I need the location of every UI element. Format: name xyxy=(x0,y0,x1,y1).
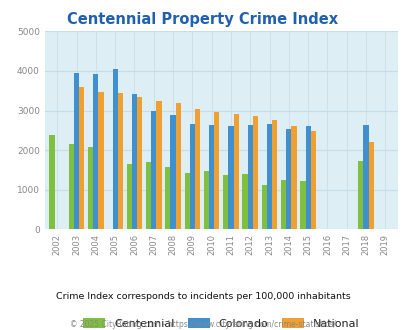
Bar xyxy=(266,124,271,229)
Bar xyxy=(310,131,315,229)
Bar xyxy=(93,74,98,229)
Bar xyxy=(74,73,79,229)
Text: Crime Index corresponds to incidents per 100,000 inhabitants: Crime Index corresponds to incidents per… xyxy=(55,292,350,301)
Bar xyxy=(247,125,252,229)
Bar xyxy=(194,109,200,229)
Bar xyxy=(203,171,209,229)
Bar xyxy=(291,126,296,229)
Text: © 2025 CityRating.com - https://www.cityrating.com/crime-statistics/: © 2025 CityRating.com - https://www.city… xyxy=(70,320,335,329)
Bar xyxy=(280,180,286,229)
Bar xyxy=(145,162,151,229)
Bar xyxy=(117,93,123,229)
Bar xyxy=(98,91,103,229)
Bar xyxy=(228,126,233,229)
Bar xyxy=(79,87,84,229)
Bar xyxy=(189,124,194,229)
Bar xyxy=(165,167,170,229)
Bar xyxy=(151,111,156,229)
Bar xyxy=(49,135,54,229)
Bar xyxy=(136,97,142,229)
Bar xyxy=(271,120,277,229)
Bar xyxy=(252,116,258,229)
Bar xyxy=(300,182,305,229)
Bar xyxy=(368,142,373,229)
Bar xyxy=(68,144,74,229)
Bar xyxy=(362,125,368,229)
Bar xyxy=(112,69,117,229)
Bar xyxy=(357,161,362,229)
Bar xyxy=(261,184,266,229)
Bar xyxy=(233,114,238,229)
Bar xyxy=(170,115,175,229)
Bar xyxy=(305,126,310,229)
Bar xyxy=(126,164,132,229)
Bar xyxy=(286,129,291,229)
Bar xyxy=(184,173,189,229)
Bar xyxy=(209,125,214,229)
Bar xyxy=(223,175,228,229)
Bar xyxy=(175,103,180,229)
Bar xyxy=(88,147,93,229)
Bar xyxy=(242,174,247,229)
Bar xyxy=(132,94,136,229)
Text: Centennial Property Crime Index: Centennial Property Crime Index xyxy=(67,12,338,26)
Bar xyxy=(214,112,219,229)
Legend: Centennial, Colorado, National: Centennial, Colorado, National xyxy=(83,318,359,329)
Bar xyxy=(156,101,161,229)
